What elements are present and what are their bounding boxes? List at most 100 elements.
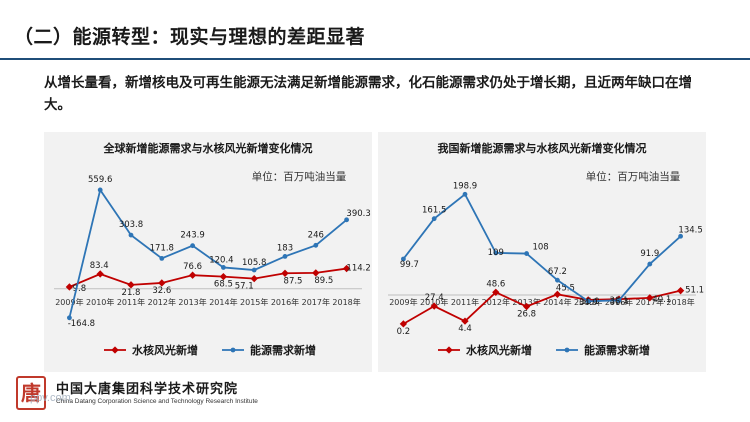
chart-panel-global: 全球新增能源需求与水核风光新增变化情况 单位：百万吨油当量 2009年 2010年 20… — [44, 132, 372, 372]
data-label: 243.9 — [180, 231, 204, 241]
legend-label: 水核风光新增 — [466, 343, 532, 357]
data-label: 32.6 — [152, 286, 171, 296]
data-point — [522, 302, 531, 311]
data-label: 198.9 — [453, 181, 477, 191]
x-tick-label: 2013年 — [178, 297, 206, 307]
data-point — [313, 242, 319, 248]
data-point — [431, 216, 437, 222]
data-point — [251, 267, 257, 273]
data-label: 68.5 — [214, 280, 233, 290]
data-point — [555, 277, 560, 283]
data-label: 161.5 — [422, 206, 446, 216]
data-label: 99.7 — [400, 260, 419, 270]
data-point — [250, 274, 258, 283]
data-point — [647, 261, 653, 267]
data-label: 57.1 — [235, 282, 254, 292]
chart-title: 全球新增能源需求与水核风光新增变化情况 — [103, 141, 313, 155]
x-tick-label: 2017年 — [636, 297, 664, 307]
data-label: 91.9 — [640, 249, 659, 259]
data-point — [188, 271, 197, 279]
chart-china-svg: 我国新增能源需求与水核风光新增变化情况单位：百万吨油当量2009年2010年20… — [388, 141, 704, 357]
data-label: 9.8 — [73, 284, 87, 294]
title-divider — [0, 58, 750, 60]
data-label: 246 — [308, 230, 324, 240]
x-tick-label: 2012年 — [482, 297, 510, 307]
data-label: 105.8 — [242, 258, 266, 268]
data-point — [97, 187, 103, 193]
data-point — [221, 265, 226, 270]
legend-label: 水核风光新增 — [132, 343, 198, 357]
data-point — [219, 272, 228, 281]
data-label: 45.5 — [556, 283, 575, 293]
x-tick-label: 2011年 — [451, 297, 479, 307]
legend-swatch-marker — [445, 346, 453, 354]
x-tick-label: 2017年 — [302, 297, 330, 307]
data-point — [281, 269, 289, 277]
series-line — [402, 289, 681, 325]
data-label: 108 — [532, 243, 548, 253]
data-point — [96, 270, 104, 278]
legend-swatch-marker — [111, 346, 119, 354]
data-point — [342, 264, 351, 273]
logo-english-name: China Datang Corporation Science and Tec… — [56, 398, 258, 405]
x-tick-label: 2012年 — [148, 297, 176, 307]
data-point — [282, 254, 288, 259]
data-label: 76.6 — [183, 262, 202, 272]
legend-swatch-marker — [230, 347, 236, 353]
data-label: 26.8 — [517, 310, 536, 320]
data-point — [462, 191, 468, 197]
data-label: 303.8 — [119, 220, 143, 230]
logo-name: 中国大唐集团科学技术研究院 — [56, 382, 239, 397]
data-label: 171.8 — [150, 243, 174, 253]
x-tick-label: 2010年 — [420, 297, 448, 307]
data-label: 390.3 — [346, 209, 370, 219]
chart-title: 我国新增能源需求与水核风光新增变化情况 — [438, 141, 647, 155]
data-point — [678, 233, 683, 239]
x-tick-label: 2014年 — [543, 297, 571, 307]
data-point — [585, 298, 591, 304]
legend-label: 能源需求新增 — [250, 343, 316, 357]
data-label: 67.2 — [548, 267, 567, 277]
data-label: 183 — [277, 243, 293, 253]
data-label: 48.6 — [486, 279, 505, 289]
data-label: 40.1 — [652, 295, 671, 305]
x-tick-label: 2009年 — [55, 297, 83, 307]
x-tick-label: 2011年 — [117, 297, 145, 307]
data-label: 87.5 — [284, 276, 303, 286]
data-point — [190, 243, 196, 249]
series-line — [68, 187, 348, 318]
x-tick-label: 2018年 — [666, 297, 694, 307]
data-point — [159, 255, 165, 261]
data-label: 51.1 — [685, 286, 704, 296]
data-label: 0.2 — [397, 327, 411, 337]
data-point — [401, 256, 406, 262]
data-label: 559.6 — [88, 175, 112, 185]
data-label: 109 — [488, 248, 504, 258]
legend-swatch-marker — [564, 347, 570, 353]
data-label: 89.5 — [314, 276, 333, 286]
data-point — [461, 317, 469, 325]
data-label: 83.4 — [90, 261, 109, 271]
watermark-text: ppv.com — [30, 392, 71, 404]
x-tick-label: 2015年 — [240, 297, 268, 307]
x-tick-label: 2018年 — [332, 297, 360, 307]
x-tick-label: 2009年 — [389, 297, 417, 307]
data-label: 134.5 — [678, 225, 702, 235]
data-point — [493, 250, 499, 256]
data-point — [524, 251, 529, 256]
page-title: （二）能源转型：现实与理想的差距显著 — [14, 26, 366, 48]
legend-label: 能源需求新增 — [584, 343, 650, 357]
logo-mark-icon: 唐 — [16, 376, 46, 410]
data-point — [67, 315, 72, 321]
data-label: 34.9 — [579, 298, 598, 308]
data-point — [127, 281, 135, 289]
data-label: 36.3 — [610, 297, 629, 307]
data-point — [616, 297, 622, 303]
data-point — [344, 217, 349, 223]
series-line — [69, 267, 347, 288]
data-label: -164.8 — [68, 319, 95, 329]
series-line — [402, 192, 682, 303]
data-label: 21.8 — [122, 288, 141, 298]
data-point — [65, 283, 74, 291]
